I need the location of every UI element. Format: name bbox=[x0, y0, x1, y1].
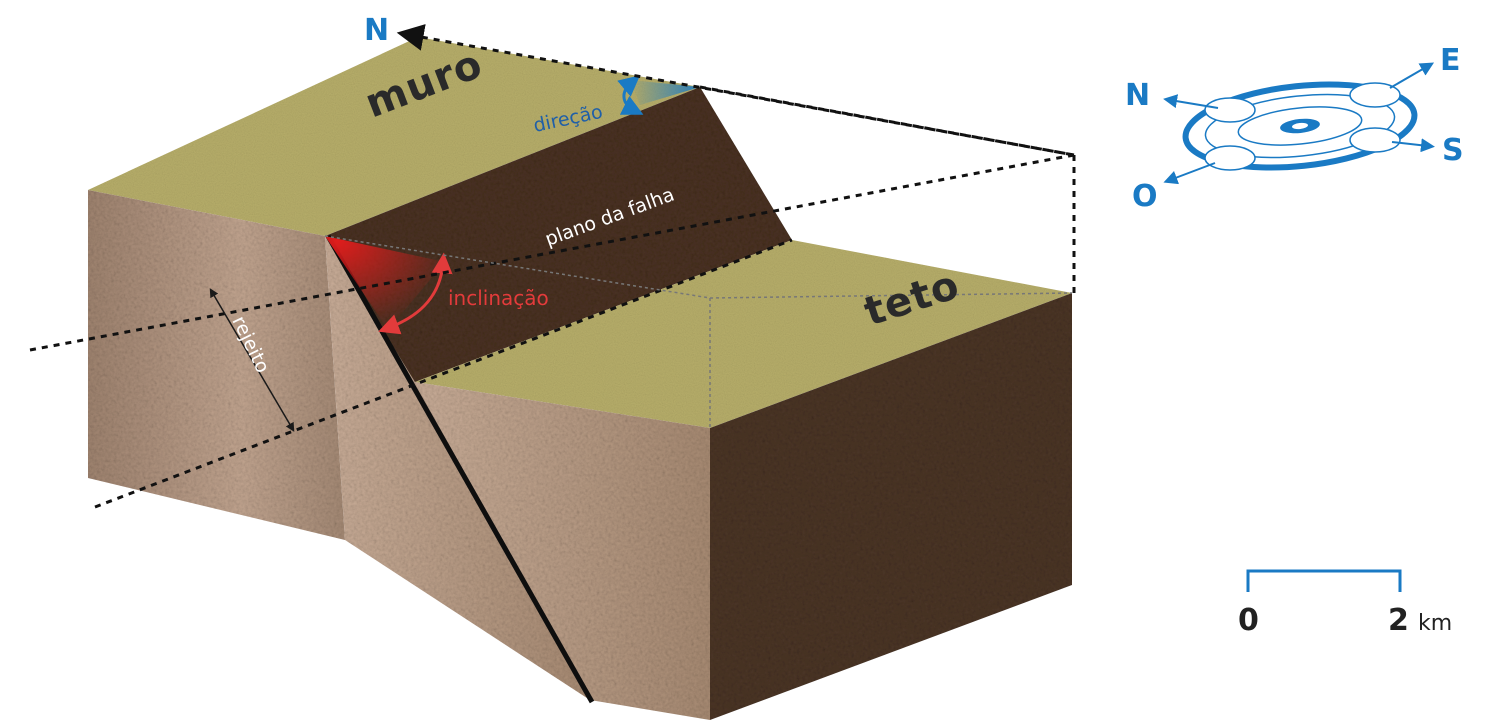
scale-end: 2 bbox=[1388, 603, 1409, 638]
muro-top-surface bbox=[88, 37, 700, 236]
direction-wedge bbox=[630, 80, 700, 105]
muro-left-face bbox=[88, 190, 345, 540]
inclinacao-label: inclinação bbox=[448, 286, 549, 310]
direction-arc bbox=[617, 75, 644, 115]
fault-trace bbox=[325, 234, 595, 704]
teto-right-face bbox=[710, 293, 1072, 720]
inclination-arc bbox=[378, 252, 453, 335]
compass-s: S bbox=[1442, 133, 1464, 168]
rejeito-arrow bbox=[209, 288, 295, 432]
dotted-line-lower bbox=[94, 238, 793, 509]
projection-lines bbox=[324, 235, 1073, 299]
scale-unit: km bbox=[1418, 611, 1452, 636]
north-label: N bbox=[364, 13, 389, 48]
compass-n: N bbox=[1125, 78, 1150, 113]
dotted-line-top-back bbox=[699, 85, 1075, 157]
compass-e: E bbox=[1440, 43, 1461, 78]
dotted-line-north bbox=[396, 24, 1075, 157]
teto-top-surface bbox=[415, 240, 1072, 428]
compass-rose bbox=[1163, 62, 1435, 185]
scale-start: 0 bbox=[1238, 603, 1259, 638]
compass-o: O bbox=[1132, 179, 1158, 214]
dotted-line-upper bbox=[29, 153, 1075, 352]
scale-bar bbox=[1246, 569, 1402, 592]
teto-left-face bbox=[415, 382, 710, 720]
